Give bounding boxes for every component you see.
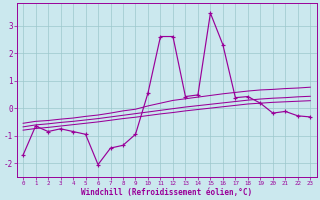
X-axis label: Windchill (Refroidissement éolien,°C): Windchill (Refroidissement éolien,°C) xyxy=(81,188,252,197)
